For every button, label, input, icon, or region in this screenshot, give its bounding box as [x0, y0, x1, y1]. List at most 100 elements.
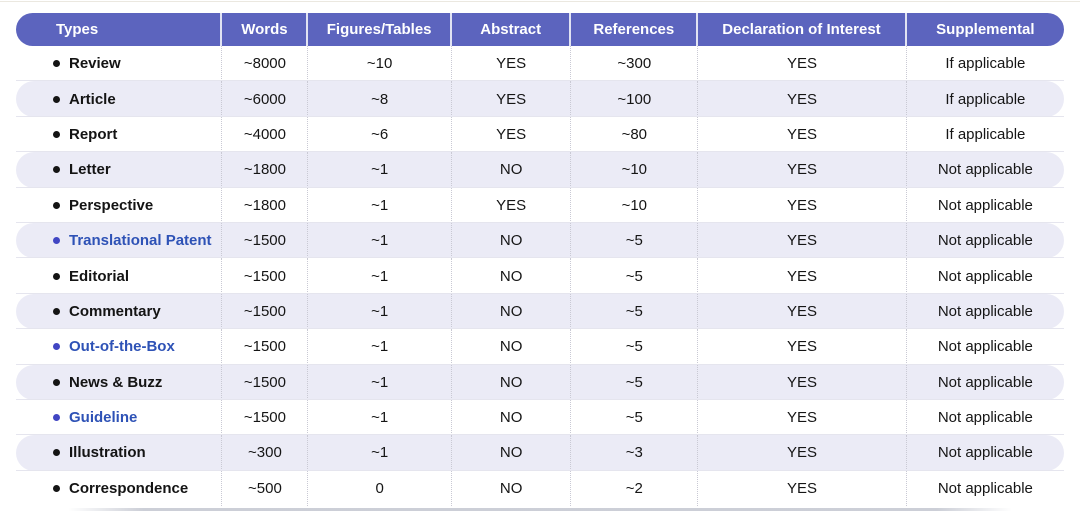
cell-references: ~10: [571, 152, 699, 188]
cell-declaration-of-interest: YES: [698, 222, 907, 259]
cell-supplemental: Not applicable: [937, 232, 1033, 250]
type-cell: Article: [16, 81, 223, 117]
cell-abstract: NO: [452, 258, 572, 294]
type-cell: Out-of-the-Box: [16, 329, 223, 365]
cell-abstract: NO: [452, 222, 572, 259]
cell-figures-tables: ~1: [308, 399, 452, 436]
cell-supplemental: If applicable: [945, 55, 1026, 73]
cell-supplemental: Not applicable: [937, 302, 1033, 320]
cell-declaration-of-interest: YES: [698, 46, 907, 82]
cell-references: ~5: [571, 293, 699, 330]
cell-words: ~1500: [222, 293, 309, 330]
table-header-row: Types Words Figures/Tables Abstract Referenc…: [16, 13, 1064, 46]
cell-declaration-of-interest: YES: [698, 187, 907, 223]
bullet-icon: [53, 307, 60, 315]
type-cell: Report: [16, 116, 223, 153]
cell-references: ~100: [571, 81, 699, 117]
bullet-icon: [53, 378, 60, 386]
column-header-types: Types: [16, 13, 223, 46]
table-row-news-buzz: News & Buzz ~1500 ~1 NO ~5 YES Not applicable: [16, 364, 1064, 401]
cell-supplemental: If applicable: [945, 90, 1026, 108]
cell-supplemental: Not applicable: [937, 196, 1033, 214]
cell-abstract: YES: [452, 81, 572, 117]
cell-declaration-of-interest: YES: [698, 399, 907, 436]
cell-figures-tables: ~1: [308, 329, 452, 365]
cell-supplemental: Not applicable: [937, 444, 1033, 462]
top-divider: [0, 1, 1080, 2]
type-label: Perspective: [69, 196, 154, 214]
table-row-report: Report ~4000 ~6 YES ~80 YES If applicable: [16, 116, 1064, 153]
cell-abstract: NO: [452, 470, 572, 507]
cell-words: ~6000: [222, 81, 309, 117]
type-label: Review: [69, 55, 121, 73]
bottom-divider: [68, 508, 1012, 511]
cell-supplemental: Not applicable: [937, 338, 1033, 356]
cell-figures-tables: ~6: [308, 116, 452, 153]
cell-declaration-of-interest: YES: [698, 116, 907, 153]
bullet-icon: [53, 130, 60, 138]
type-link[interactable]: Out-of-the-Box: [69, 338, 175, 356]
table-row-perspective: Perspective ~1800 ~1 YES ~10 YES Not applicabl…: [16, 187, 1064, 224]
cell-figures-tables: 0: [308, 470, 452, 507]
column-header-abstract: Abstract: [452, 13, 572, 46]
cell-abstract: YES: [452, 116, 572, 153]
bullet-icon: [53, 343, 60, 351]
cell-figures-tables: ~1: [308, 293, 452, 330]
type-cell: Guideline: [16, 399, 223, 436]
article-types-table: Types Words Figures/Tables Abstract Referenc…: [16, 13, 1064, 507]
cell-figures-tables: ~1: [308, 187, 452, 223]
cell-abstract: NO: [452, 364, 572, 400]
cell-figures-tables: ~1: [308, 435, 452, 471]
table-row-commentary: Commentary ~1500 ~1 NO ~5 YES Not applicable: [16, 293, 1064, 330]
cell-words: ~4000: [222, 116, 309, 153]
bullet-icon: [53, 237, 60, 245]
cell-declaration-of-interest: YES: [698, 152, 907, 188]
type-cell: Editorial: [16, 258, 223, 294]
bullet-icon: [53, 272, 60, 280]
table-row-translational-patent: Translational Patent ~1500 ~1 NO ~5 YES Not ap…: [16, 222, 1064, 259]
cell-supplemental: If applicable: [945, 125, 1026, 143]
cell-abstract: NO: [452, 152, 572, 188]
cell-figures-tables: ~1: [308, 258, 452, 294]
cell-abstract: NO: [452, 399, 572, 436]
bullet-icon: [53, 166, 60, 174]
cell-supplemental: Not applicable: [937, 373, 1033, 391]
table-row-illustration: Illustration ~300 ~1 NO ~3 YES Not applicable: [16, 435, 1064, 472]
cell-abstract: NO: [452, 329, 572, 365]
column-header-declaration-of-interest: Declaration of Interest: [698, 13, 907, 46]
bullet-icon: [53, 60, 60, 68]
column-header-figures-tables: Figures/Tables: [308, 13, 452, 46]
cell-references: ~300: [571, 46, 699, 82]
cell-words: ~300: [222, 435, 309, 471]
cell-declaration-of-interest: YES: [698, 435, 907, 471]
cell-supplemental: Not applicable: [937, 267, 1033, 285]
cell-words: ~1800: [222, 187, 309, 223]
cell-supplemental: Not applicable: [937, 161, 1033, 179]
type-cell: Perspective: [16, 187, 223, 223]
cell-references: ~2: [571, 470, 699, 507]
type-label: Illustration: [69, 444, 146, 462]
bullet-icon: [53, 449, 60, 457]
cell-declaration-of-interest: YES: [698, 258, 907, 294]
type-cell: News & Buzz: [16, 364, 223, 400]
cell-references: ~80: [571, 116, 699, 153]
cell-figures-tables: ~1: [308, 152, 452, 188]
cell-references: ~10: [571, 187, 699, 223]
type-label: Correspondence: [69, 479, 189, 497]
table-row-correspondence: Correspondence ~500 0 NO ~2 YES Not applicable: [16, 470, 1064, 507]
type-cell: Correspondence: [16, 470, 223, 507]
type-link[interactable]: Guideline: [69, 409, 138, 427]
type-label: Editorial: [69, 267, 130, 285]
cell-words: ~1800: [222, 152, 309, 188]
table-row-editorial: Editorial ~1500 ~1 NO ~5 YES Not applicable: [16, 258, 1064, 295]
cell-figures-tables: ~1: [308, 222, 452, 259]
cell-abstract: NO: [452, 293, 572, 330]
type-cell: Review: [16, 46, 223, 82]
cell-references: ~5: [571, 364, 699, 400]
type-label: News & Buzz: [69, 373, 163, 391]
type-link[interactable]: Translational Patent: [69, 232, 212, 250]
cell-words: ~1500: [222, 222, 309, 259]
bullet-icon: [53, 484, 60, 492]
type-label: Report: [69, 125, 118, 143]
